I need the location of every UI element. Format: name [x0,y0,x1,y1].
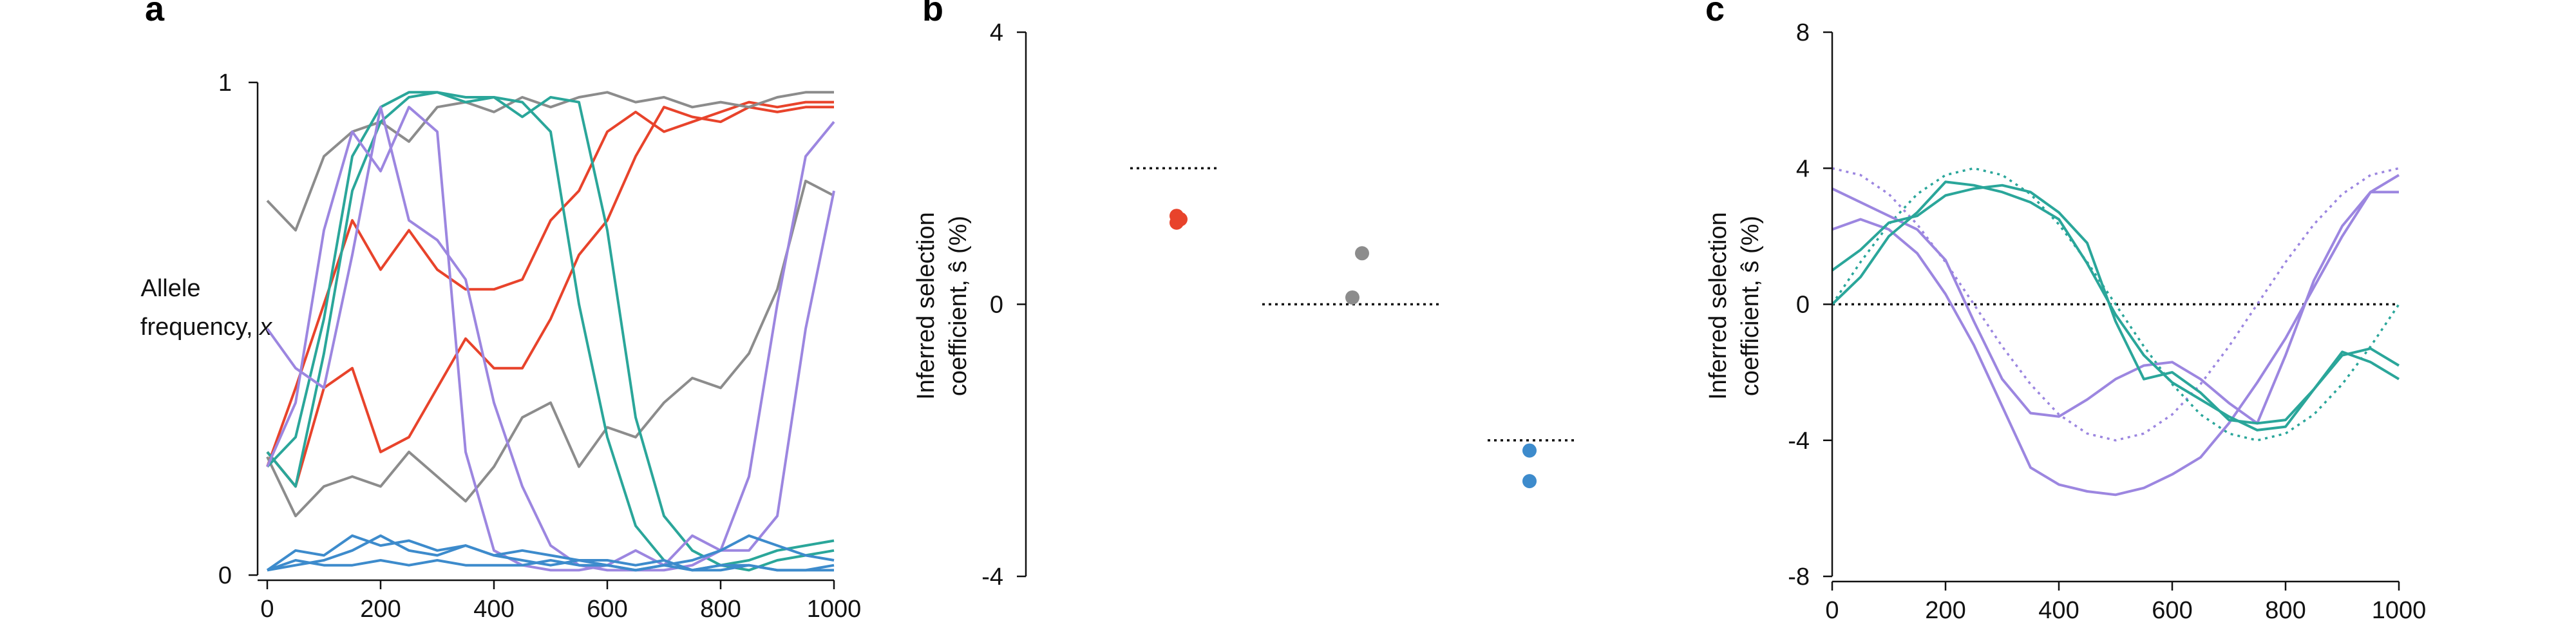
panel-a-ylabel-var: x [258,314,273,341]
panel-c-series-group [1831,167,2400,497]
panel-a-x-tick-label: 1000 [807,596,862,623]
panel-c-x-tick-label: 600 [2152,597,2192,624]
panel-b-ylabel-line2: coefficient, ŝ (%) [945,216,972,396]
panel-a-y-tick-label: 0 [218,562,232,589]
panel-a-x-tick-label: 400 [473,596,514,623]
panel-c-x-tick-label: 0 [1825,597,1839,624]
panel-b-ylabel-line1: Inferred selection [913,212,940,400]
panel-letter-c: c [1705,0,1725,28]
panel-b-y-tick-label: -4 [981,564,1003,591]
panel-c-ylabel-line1: Inferred selection [1705,212,1732,400]
panel-b-estimate-point [1170,215,1184,230]
panel-c-inferred-line [1831,180,2400,431]
panel-a-series-line [266,91,834,232]
panel-c-x-tick-label: 400 [2038,597,2079,624]
panel-a-ylabel-line2: frequency, x [140,314,273,341]
panel-letter-b: b [922,0,943,28]
panel-c-y-tick-label: 0 [1796,292,1810,319]
panel-c-axes: 0 200 400 600 800 1000 -8 -4 0 4 8 [1788,19,2426,624]
panel-b-y-tick-label: 0 [990,292,1003,319]
panel-a-series-line [266,180,835,518]
panel-c-y-tick-label: -4 [1788,428,1810,455]
panel-c-time-varying-selection: c Inferred selection coefficient, ŝ (%) … [1705,0,2426,624]
panel-a-series-line [267,534,835,572]
panel-b-inferred-coefficients: b Inferred selection coefficient, ŝ (%) … [913,0,1575,591]
panel-a-x-tick-label: 0 [260,596,274,623]
panel-b-axes: -4 0 4 [981,19,1027,591]
panel-a-x-tick-label: 600 [587,596,627,623]
panel-c-true-selection-line [1831,167,2400,442]
panel-a-series-line [266,106,834,488]
panel-a-allele-trajectories: a Allele frequency, x 0 200 400 600 800 10000… [140,0,861,623]
panel-b-estimate-point [1522,443,1537,458]
panel-a-x-tick-label: 200 [360,596,401,623]
panel-c-inferred-line [1831,184,2400,425]
panel-a-series-line [266,91,835,572]
panel-letter-a: a [145,0,165,28]
panel-c-ylabel-line2: coefficient, ŝ (%) [1737,216,1764,396]
panel-c-true-selection-line [1832,167,2400,442]
panel-b-estimate-point [1345,290,1359,305]
panel-c-x-tick-label: 1000 [2372,597,2427,624]
panel-b-y-tick-label: 4 [990,19,1003,46]
panel-a-axes: 0 200 400 600 800 1000 0 1 [218,70,861,623]
panel-a-y-tick-label: 1 [218,70,232,97]
panel-a-series-group [266,91,835,572]
panel-c-y-tick-label: -8 [1788,564,1810,591]
panel-b-estimate-point [1355,246,1369,261]
panel-c-x-tick-label: 200 [1925,597,1965,624]
panel-b-estimate-point [1522,474,1537,489]
panel-a-series-line [266,106,835,572]
panel-c-y-tick-label: 8 [1796,19,1810,46]
panel-a-series-line [266,106,835,572]
panel-a-ylabel-line1: Allele [141,275,201,302]
panel-a-x-tick-label: 800 [700,596,741,623]
panel-a-series-line [266,534,834,572]
panel-a-ylabel-prefix: frequency, [140,314,260,341]
panel-c-inferred-line [1832,174,2400,497]
panel-b-marks-group [1130,167,1575,489]
panel-a-series-line [266,91,835,572]
panel-c-y-tick-label: 4 [1796,155,1810,182]
panel-a-series-line [267,534,835,572]
panel-c-x-tick-label: 800 [2265,597,2306,624]
